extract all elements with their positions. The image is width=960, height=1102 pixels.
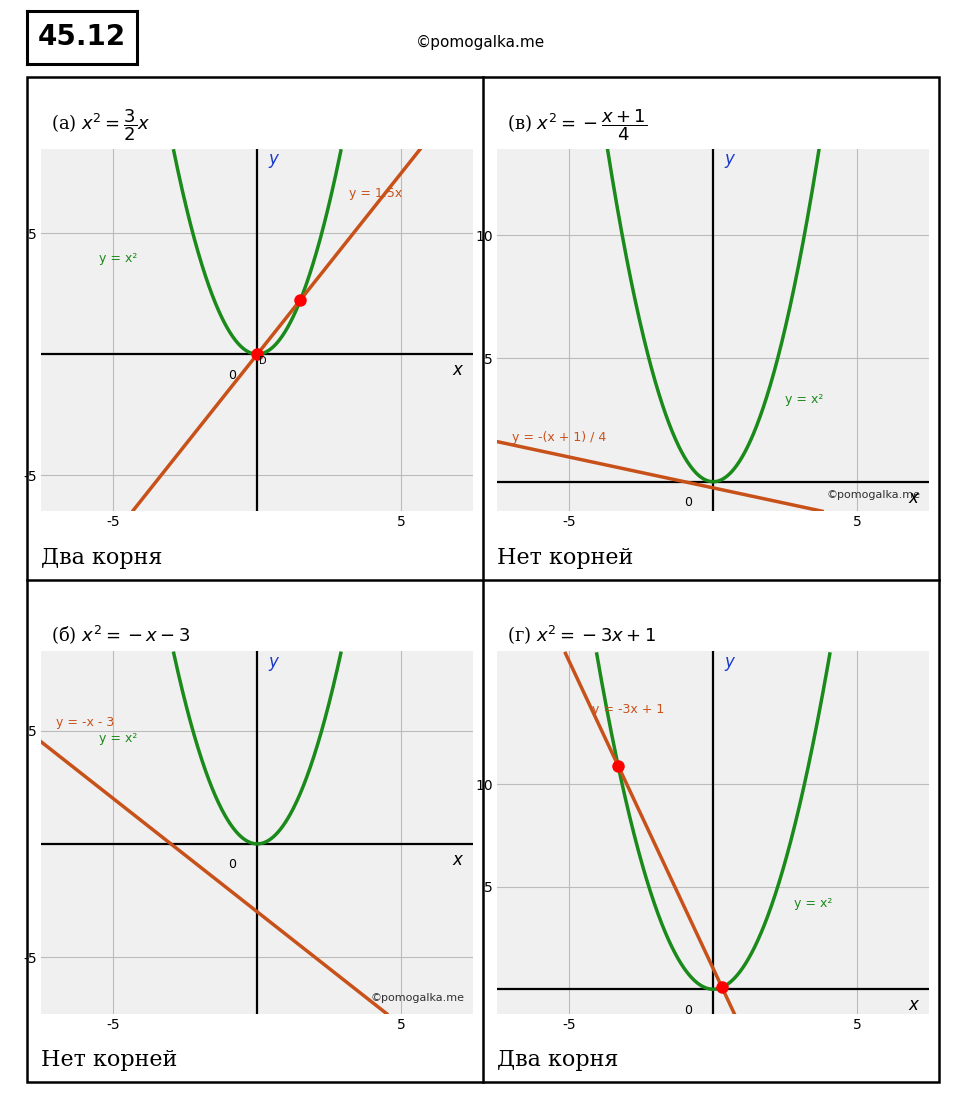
Text: $y$: $y$ (268, 655, 280, 673)
Text: y = x²: y = x² (99, 732, 137, 745)
Text: $x$: $x$ (908, 489, 921, 507)
Text: $y$: $y$ (724, 152, 736, 171)
Text: Два корня: Два корня (41, 547, 162, 569)
Text: Нет корней: Нет корней (41, 1049, 178, 1071)
Text: $y$: $y$ (268, 152, 280, 171)
Text: (в) $x^2 = -\dfrac{x+1}{4}$: (в) $x^2 = -\dfrac{x+1}{4}$ (507, 108, 647, 143)
Text: $y$: $y$ (724, 655, 736, 673)
Text: D: D (259, 356, 267, 366)
Text: y = 1.5x: y = 1.5x (349, 187, 402, 201)
Text: (г) $x^2 = -3x + 1$: (г) $x^2 = -3x + 1$ (507, 623, 657, 646)
Text: y = x²: y = x² (794, 897, 832, 910)
Text: y = x²: y = x² (785, 392, 824, 406)
Text: 0: 0 (228, 369, 235, 381)
Text: $x$: $x$ (908, 997, 921, 1014)
Text: Нет корней: Нет корней (497, 547, 634, 569)
Text: 0: 0 (684, 496, 691, 509)
Text: y = -x - 3: y = -x - 3 (56, 716, 114, 730)
Text: ©pomogalka.me: ©pomogalka.me (416, 35, 544, 51)
Text: 0: 0 (228, 858, 235, 872)
Text: y = x²: y = x² (99, 252, 137, 266)
Text: 45.12: 45.12 (38, 23, 126, 52)
Text: 0: 0 (684, 1004, 691, 1017)
Text: ©pomogalka.me: ©pomogalka.me (827, 490, 921, 500)
Text: (a) $x^2 = \dfrac{3}{2}x$: (a) $x^2 = \dfrac{3}{2}x$ (51, 108, 150, 143)
Text: Два корня: Два корня (497, 1049, 618, 1071)
Text: (б) $x^2 = -x - 3$: (б) $x^2 = -x - 3$ (51, 623, 190, 646)
Text: $x$: $x$ (452, 363, 465, 379)
Text: ©pomogalka.me: ©pomogalka.me (371, 993, 465, 1003)
Text: $x$: $x$ (452, 852, 465, 868)
Text: y = -3x + 1: y = -3x + 1 (592, 703, 664, 715)
Text: y = -(x + 1) / 4: y = -(x + 1) / 4 (512, 431, 606, 444)
